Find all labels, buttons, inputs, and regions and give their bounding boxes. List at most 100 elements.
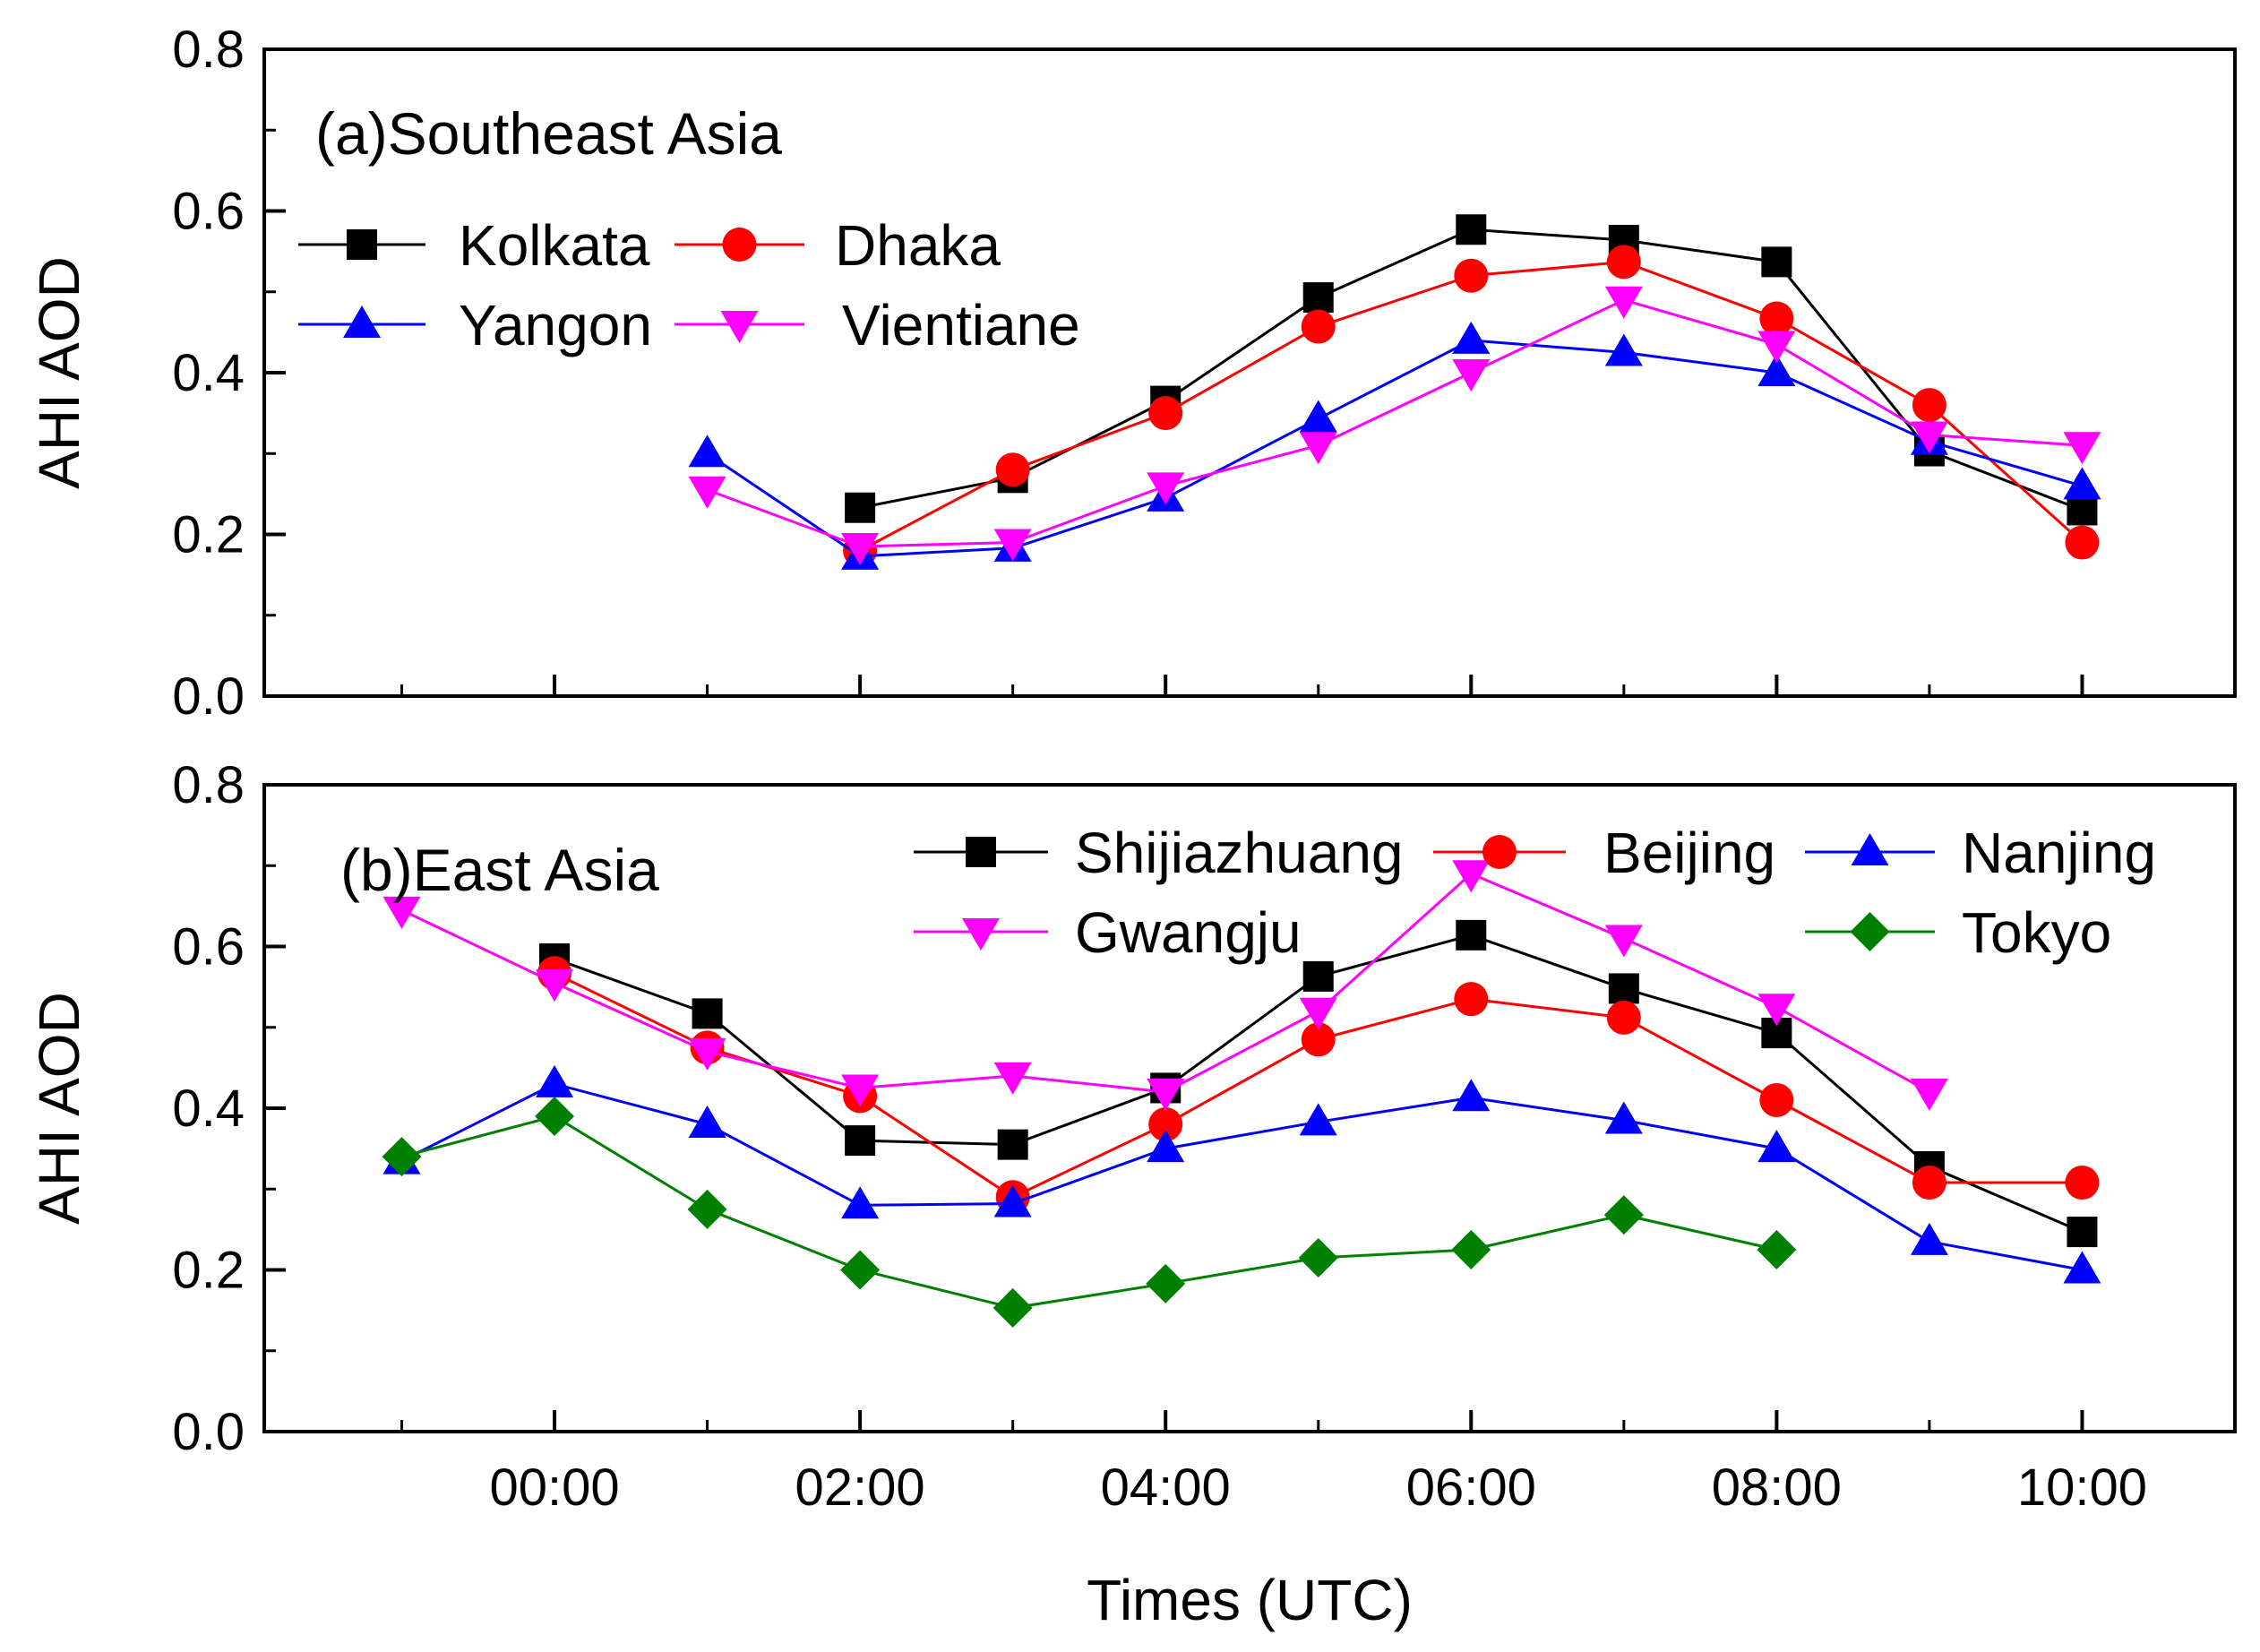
- legend-marker: [1482, 835, 1517, 869]
- legend-marker: [722, 228, 757, 262]
- marker-nanjing: [1452, 1079, 1491, 1112]
- marker-beijing: [1454, 982, 1489, 1017]
- legend-label: Vientiane: [842, 293, 1080, 357]
- marker-nanjing: [841, 1186, 880, 1219]
- x-tick-label: 06:00: [1406, 1458, 1536, 1517]
- marker-vientiane: [1910, 421, 1948, 454]
- y-tick-label: 0.6: [172, 183, 245, 241]
- legend-label: Tokyo: [1962, 900, 2111, 965]
- x-tick-label: 10:00: [2017, 1458, 2147, 1517]
- marker-kolkata: [1761, 246, 1792, 278]
- legend-label: Gwangju: [1075, 900, 1302, 965]
- marker-gwangju: [1604, 925, 1643, 958]
- series-nanjing-b: [382, 1064, 2101, 1284]
- marker-vientiane: [841, 533, 880, 566]
- legend-marker: [962, 918, 1000, 951]
- marker-beijing: [1912, 1166, 1946, 1200]
- legend-label: Yangon: [459, 293, 652, 357]
- marker-dhaka: [1148, 396, 1183, 431]
- x-tick-label: 04:00: [1101, 1458, 1231, 1517]
- legend-label: Kolkata: [459, 213, 650, 278]
- panel-title-b: (b)East Asia: [340, 837, 659, 903]
- marker-yangon: [1604, 333, 1643, 366]
- marker-gwangju: [1452, 860, 1491, 893]
- legend-item-vientiane: Vientiane: [675, 293, 1080, 357]
- marker-gwangju: [382, 896, 421, 929]
- marker-nanjing: [1147, 1130, 1185, 1163]
- marker-dhaka: [2065, 525, 2100, 560]
- marker-tokyo: [1757, 1229, 1797, 1269]
- marker-dhaka: [995, 452, 1030, 487]
- line-nanjing: [400, 1082, 2083, 1271]
- marker-nanjing: [1299, 1103, 1337, 1136]
- marker-vientiane: [1299, 432, 1337, 465]
- y-tick-label: 0.2: [172, 506, 245, 564]
- marker-tokyo: [535, 1097, 575, 1137]
- y-tick-label: 0.8: [172, 21, 245, 79]
- marker-gwangju: [841, 1074, 880, 1107]
- marker-yangon: [1299, 400, 1337, 433]
- legend-item-beijing: Beijing: [1433, 821, 1775, 885]
- marker-tokyo: [382, 1137, 422, 1177]
- legend-item-shijiazhuang: Shijiazhuang: [914, 821, 1404, 885]
- marker-kolkata: [1302, 282, 1334, 314]
- panel-title-a: (a)Southeast Asia: [315, 100, 782, 167]
- marker-shijiazhuang: [1456, 919, 1487, 951]
- marker-vientiane: [1452, 359, 1491, 391]
- marker-kolkata: [2067, 495, 2098, 526]
- legend-a: Kolkata Dhaka Yangon Vientiane: [298, 213, 1080, 357]
- marker-gwangju: [993, 1062, 1032, 1095]
- y-tick-label: 0.8: [172, 756, 245, 814]
- marker-shijiazhuang: [845, 1125, 876, 1157]
- marker-nanjing: [993, 1184, 1032, 1217]
- legend-item-kolkata: Kolkata: [298, 213, 650, 278]
- y-tick-label: 0.4: [172, 344, 245, 402]
- series-tokyo-b: [382, 1097, 1797, 1328]
- marker-nanjing: [1757, 1130, 1796, 1163]
- marker-vientiane: [1147, 472, 1185, 505]
- marker-beijing: [2065, 1166, 2100, 1200]
- marker-shijiazhuang: [1302, 960, 1334, 992]
- marker-yangon: [1757, 354, 1796, 386]
- marker-nanjing: [2063, 1251, 2101, 1284]
- marker-shijiazhuang: [692, 998, 723, 1029]
- marker-tokyo: [1451, 1229, 1491, 1269]
- y-tick-label: 0.2: [172, 1242, 245, 1300]
- y-tick-label: 0.0: [172, 1403, 245, 1461]
- marker-vientiane: [1604, 286, 1643, 319]
- legend-marker: [343, 305, 381, 338]
- marker-shijiazhuang: [997, 1129, 1028, 1160]
- marker-dhaka: [1606, 245, 1641, 280]
- marker-vientiane: [2063, 432, 2101, 465]
- legend-item-gwangju: Gwangju: [914, 900, 1302, 965]
- legend-marker: [1851, 833, 1889, 865]
- legend-marker: [966, 837, 996, 867]
- marker-yangon: [2063, 467, 2101, 500]
- x-tick-label: 02:00: [795, 1458, 925, 1517]
- x-axis-title: Times (UTC): [1087, 1568, 1413, 1632]
- marker-nanjing: [536, 1064, 574, 1097]
- marker-gwangju: [1147, 1078, 1185, 1111]
- series-beijing-b: [537, 956, 2100, 1215]
- marker-tokyo: [687, 1189, 727, 1229]
- legend-b: Shijiazhuang Beijing Nanjing Gwangju Tokyo: [914, 821, 2156, 965]
- marker-vientiane: [1757, 331, 1796, 364]
- y-axis-title-b: AHI AOD: [27, 992, 91, 1225]
- marker-beijing: [1148, 1107, 1183, 1142]
- marker-kolkata: [845, 492, 876, 523]
- line-tokyo: [401, 1114, 1777, 1310]
- series-dhaka-a: [843, 245, 2100, 568]
- marker-tokyo: [993, 1287, 1033, 1328]
- marker-beijing: [1606, 1000, 1641, 1035]
- marker-nanjing: [1604, 1101, 1643, 1134]
- panel-southeast-asia: 0.0 0.2 0.4 0.6 0.8 (a)Southeast Asia AHI AO…: [27, 21, 2237, 726]
- series-vientiane-a: [688, 286, 2101, 566]
- legend-marker: [347, 229, 377, 260]
- marker-kolkata: [1456, 214, 1487, 245]
- legend-label: Beijing: [1603, 821, 1775, 885]
- series-yangon-a: [688, 321, 2101, 570]
- legend-label: Shijiazhuang: [1075, 821, 1404, 885]
- marker-tokyo: [1298, 1237, 1338, 1278]
- marker-tokyo: [840, 1250, 881, 1290]
- marker-beijing: [1759, 1082, 1794, 1117]
